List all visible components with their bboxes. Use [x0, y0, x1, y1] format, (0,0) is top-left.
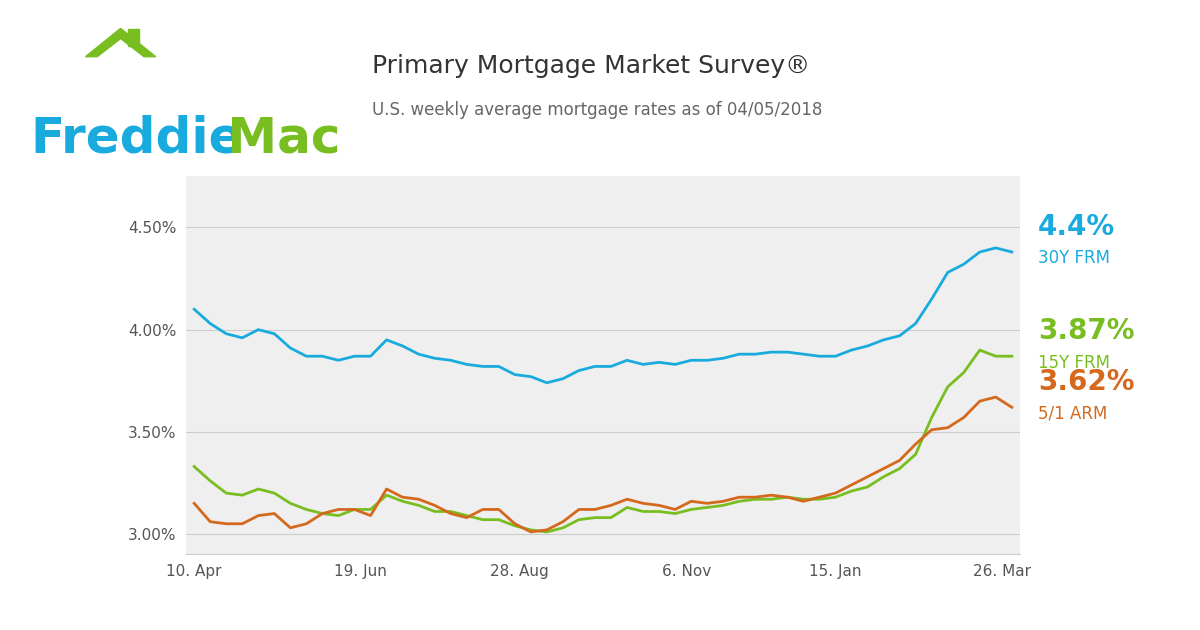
Text: 3.87%: 3.87% — [1038, 317, 1134, 345]
Text: Primary Mortgage Market Survey®: Primary Mortgage Market Survey® — [372, 54, 810, 78]
Text: 15Y FRM: 15Y FRM — [1038, 353, 1110, 372]
Polygon shape — [128, 30, 138, 47]
Text: 4.4%: 4.4% — [1038, 213, 1115, 241]
Text: Mac: Mac — [210, 115, 341, 163]
Polygon shape — [85, 28, 156, 57]
Text: 5/1 ARM: 5/1 ARM — [1038, 404, 1108, 423]
Text: Freddie: Freddie — [30, 115, 242, 163]
Text: 3.62%: 3.62% — [1038, 368, 1134, 396]
Text: 30Y FRM: 30Y FRM — [1038, 249, 1110, 267]
Text: U.S. weekly average mortgage rates as of 04/05/2018: U.S. weekly average mortgage rates as of… — [372, 101, 822, 119]
